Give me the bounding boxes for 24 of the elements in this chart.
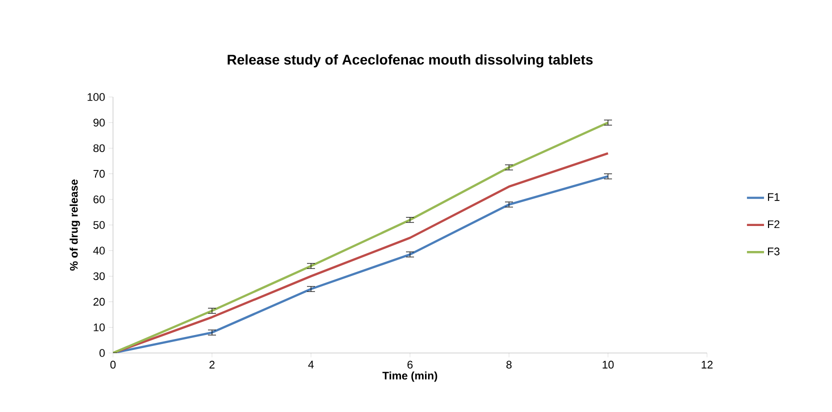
y-tick-label: 0 (100, 349, 105, 357)
y-tick-label: 20 (94, 298, 105, 306)
y-tick-label: 30 (93, 272, 105, 280)
legend-label: F1 (768, 193, 780, 201)
x-tick-label: 4 (308, 360, 314, 368)
y-tick-label: 40 (93, 246, 105, 254)
y-tick-label: 10 (94, 324, 105, 332)
y-tick-label: 100 (88, 93, 105, 101)
y-tick-label: 50 (93, 221, 105, 229)
y-axis-title: % of drug release (70, 180, 80, 271)
legend-label: F2 (768, 220, 780, 228)
chart-title: Release study of Aceclofenac mouth dissolving tablets (228, 54, 593, 68)
x-tick-label: 2 (209, 360, 215, 368)
y-tick-label: 70 (94, 170, 105, 178)
legend-label: F3 (768, 248, 780, 256)
x-tick-label: 10 (602, 360, 614, 369)
x-tick-label: 0 (110, 360, 116, 369)
x-tick-label: 6 (408, 360, 413, 369)
y-tick-label: 90 (93, 118, 105, 126)
y-tick-label: 80 (93, 144, 105, 152)
y-tick-label: 60 (94, 196, 105, 204)
x-tick-label: 8 (506, 360, 512, 369)
x-axis-title: Time (min) (382, 371, 438, 382)
x-tick-label: 12 (702, 360, 713, 368)
